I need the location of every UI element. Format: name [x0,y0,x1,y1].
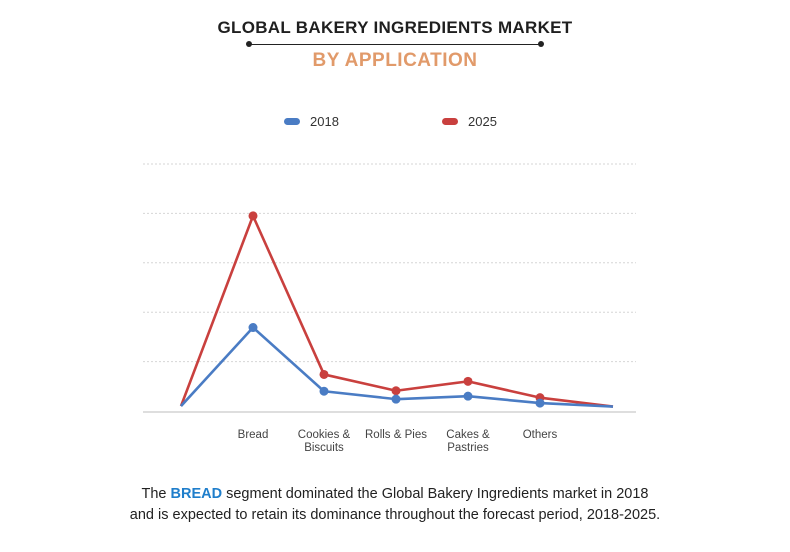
x-tick-label: Others [523,429,558,441]
x-tick-label-line: Pastries [447,442,489,454]
x-tick-label: Bread [238,429,269,441]
x-tick-label-line: Others [523,429,558,441]
x-tick-label-line: Biscuits [304,442,344,454]
chart-title: GLOBAL BAKERY INGREDIENTS MARKET [217,18,573,37]
x-tick-label-line: Bread [238,429,269,441]
caption-line-2: and is expected to retain its dominance … [129,507,661,523]
data-point-2018 [319,386,329,396]
data-point-2018 [391,394,401,404]
x-tick-label: Cakes & Pastries [446,429,490,454]
chart-subtitle: BY APPLICATION [312,50,478,71]
data-point-2018 [535,398,545,408]
title-underline [249,44,541,45]
x-tick-label-line: Rolls & Pies [365,429,427,441]
x-tick-label-line: Cakes & [446,429,490,441]
data-point-2025 [391,386,401,396]
underline-right-dot [538,41,544,47]
data-point-2025 [248,211,258,221]
series-line-2025 [179,214,614,408]
legend-item-2018: 2018 [284,114,339,129]
legend-swatch-2025 [442,118,458,125]
chart-caption: The BREAD segment dominated the Global B… [0,484,790,526]
caption-prefix: The [141,486,171,502]
data-point-2018 [463,391,473,401]
caption-highlight: BREAD [170,486,223,502]
data-point-2025 [463,376,473,386]
caption-line-1: The BREAD segment dominated the Global B… [0,484,790,505]
data-point-2018 [248,323,258,333]
x-tick-label: Rolls & Pies [365,429,427,441]
legend-swatch-2018 [284,118,300,125]
line-chart: Bread Cookies & Biscuits Rolls & Pies Cakes … [143,163,636,454]
data-point-2025 [319,369,329,379]
x-tick-label: Cookies & Biscuits [298,429,351,454]
legend-item-2025: 2025 [442,114,497,129]
caption-line-1-rest: segment dominated the Global Bakery Ingr… [222,486,649,502]
underline-left-dot [246,41,252,47]
x-tick-label-line: Cookies & [298,429,351,441]
legend-label-2025: 2025 [468,114,497,129]
legend-label-2018: 2018 [310,114,339,129]
